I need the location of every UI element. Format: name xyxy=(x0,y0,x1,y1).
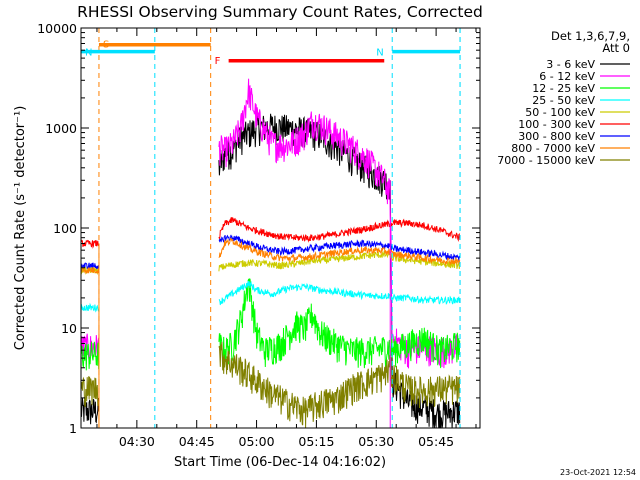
legend-entry-label: 12 - 25 keV xyxy=(532,82,595,95)
x-tick-label: 04:30 xyxy=(119,434,155,449)
legend-entry-label: 50 - 100 keV xyxy=(525,106,595,119)
series-line-3-6-kev xyxy=(81,113,461,428)
series-line-7000-15000-kev xyxy=(81,341,461,428)
plot-frame xyxy=(80,27,481,429)
x-axis-label: Start Time (06-Dec-14 04:16:02) xyxy=(174,455,386,470)
legend-entry-label: 6 - 12 keV xyxy=(539,70,595,83)
legend-entry-label: 3 - 6 keV xyxy=(546,58,595,71)
y-tick-label: 1000 xyxy=(45,121,77,136)
interval-label-n: N xyxy=(85,48,92,59)
x-tick-label: 05:00 xyxy=(239,434,275,449)
series-layer xyxy=(81,78,461,428)
series-line-12-25-kev xyxy=(81,278,461,371)
y-axis-label: Corrected Count Rate (s⁻¹ detector⁻¹) xyxy=(13,106,28,351)
series-line-25-50-kev xyxy=(81,280,461,313)
y-tick-label: 10 xyxy=(61,321,77,336)
x-tick-label: 05:45 xyxy=(418,434,454,449)
x-tick-label: 05:15 xyxy=(298,434,334,449)
legend-entry-label: 25 - 50 keV xyxy=(532,94,595,107)
interval-label-s: S xyxy=(103,40,109,51)
series-line-800-7000-kev xyxy=(81,237,461,274)
y-axis: 1 10 100 1000 10000 xyxy=(37,21,480,436)
x-axis: 04:30 04:45 05:00 05:15 05:30 05:45 xyxy=(96,28,477,449)
legend-entry-label: 100 - 300 keV xyxy=(518,118,595,131)
legend-entry-label: 300 - 800 keV xyxy=(518,130,595,143)
footer-timestamp: 23-Oct-2021 12:54 xyxy=(560,468,636,477)
y-tick-label: 1 xyxy=(69,421,77,436)
interval-layer: SN NF xyxy=(80,28,461,428)
x-tick-label: 05:30 xyxy=(358,434,394,449)
interval-label-f: F xyxy=(215,56,221,67)
interval-label-n: N xyxy=(376,48,383,59)
y-tick-label: 100 xyxy=(53,221,77,236)
series-line-300-800-kev xyxy=(81,234,461,270)
legend-header-line-1: Det 1,3,6,7,9, xyxy=(551,29,630,43)
legend-entry-label: 7000 - 15000 keV xyxy=(497,154,595,167)
series-line-100-300-kev xyxy=(81,217,461,249)
chart-title: RHESSI Observing Summary Count Rates, Co… xyxy=(77,3,483,21)
x-tick-label: 04:45 xyxy=(179,434,215,449)
legend-header-line-2: Att 0 xyxy=(602,41,630,55)
legend-entry-label: 800 - 7000 keV xyxy=(511,142,595,155)
y-tick-label: 10000 xyxy=(37,21,77,36)
